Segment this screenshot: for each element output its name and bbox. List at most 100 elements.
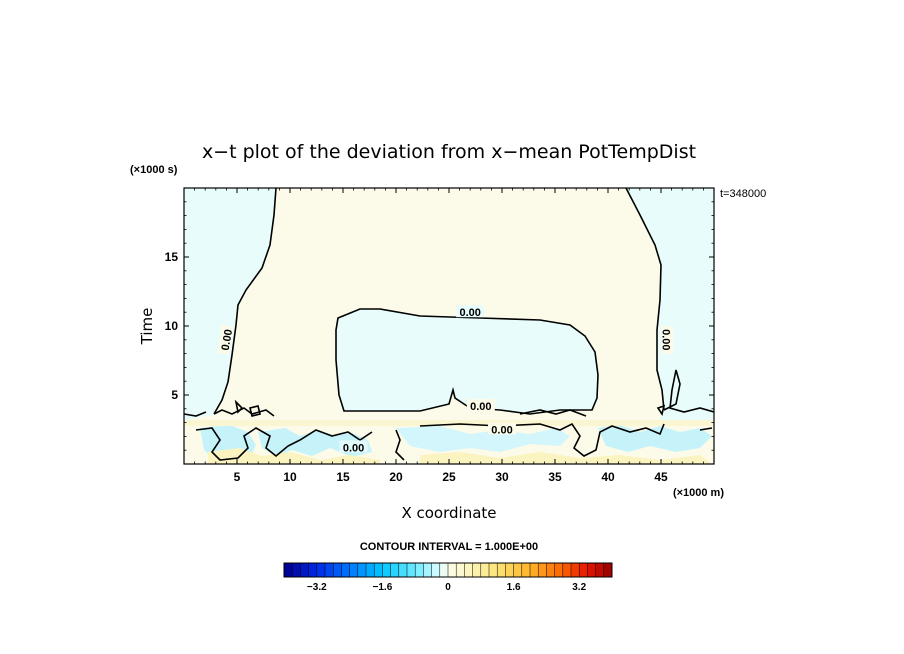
contour-band-6 (663, 369, 714, 413)
contour-label-bg (456, 305, 485, 318)
colorbar-cell (448, 563, 457, 577)
contour-label: 0.00 (339, 440, 368, 454)
contour-label-bg (488, 422, 516, 435)
region-band-yellow-2 (420, 452, 712, 464)
colorbar-cell (595, 563, 605, 577)
contour-band-8 (699, 427, 713, 431)
colorbar-cell (423, 563, 432, 577)
contour-small-3 (656, 404, 666, 416)
colorbar-cell (562, 563, 572, 577)
colorbar-cell (530, 563, 539, 577)
region-band-strip (184, 420, 714, 426)
contour-band-5 (519, 409, 587, 417)
colorbar-cell (357, 563, 367, 577)
y-tick-label: 15 (165, 250, 179, 264)
colorbar-cell (316, 563, 326, 577)
colorbar-tick-label: 0 (445, 582, 451, 593)
contour-labels: 0.000.000.000.000.00 0.00 (217, 305, 674, 454)
colorbar-cell (554, 563, 564, 577)
x-axis-label: X coordinate (401, 504, 496, 522)
contour-label-text: 0.00 (459, 307, 480, 319)
contour-band-2 (395, 429, 405, 461)
colorbar-cell (579, 563, 588, 577)
colorbar-cell (366, 563, 375, 577)
colorbar-cell (513, 563, 523, 577)
colorbar-cell (374, 563, 383, 577)
x-ticks: 5 10 15 20 25 30 35 40 45 (194, 188, 704, 484)
colorbar-cell (439, 563, 449, 577)
colorbar-cell (489, 563, 498, 577)
colorbar-cell (521, 563, 531, 577)
colorbar-tick-label: −1.6 (373, 582, 393, 593)
region-central-cell (336, 309, 598, 414)
colorbar-cell (497, 563, 506, 577)
contour-left (213, 188, 277, 415)
y-unit-label: (×1000 s) (130, 164, 178, 176)
contour-label: 0.00 (488, 422, 516, 437)
contour-label-text: 0.00 (659, 329, 671, 350)
time-stamp: t=348000 (720, 188, 766, 200)
contour-label-bg (339, 440, 368, 453)
contour-label: 0.00 (466, 399, 495, 413)
x-tick-label: 40 (601, 470, 615, 484)
region-band-cyan-4 (598, 425, 712, 452)
colorbar-tick-label: −3.2 (307, 582, 327, 593)
colorbar-frame (283, 562, 613, 578)
colorbar-cell (300, 563, 309, 577)
y-axis-label: Time (138, 308, 156, 346)
colorbar-cell (284, 563, 293, 577)
contour-label-bg (466, 399, 495, 412)
contour-label-text: 0.00 (343, 442, 364, 454)
contour-label: 0.00 (659, 325, 674, 354)
y-tick-label: 10 (165, 319, 179, 333)
contour-interval-label: CONTOUR INTERVAL = 1.000E+00 (360, 541, 538, 553)
colorbar-cell (603, 563, 613, 577)
colorbar-cell (341, 563, 350, 577)
x-tick-label: 20 (389, 470, 403, 484)
y-ticks: 5 10 15 (165, 201, 714, 451)
x-tick-label: 5 (234, 470, 241, 484)
colorbar-cell (456, 563, 465, 577)
colorbar (283, 562, 613, 578)
colorbar-cell (464, 563, 473, 577)
contour-band-3 (419, 422, 665, 457)
contour-label-bg (661, 325, 674, 354)
contour-small-1 (234, 399, 244, 414)
colorbar-cell (398, 563, 408, 577)
colorbar-cell (546, 563, 555, 577)
chart-title: x−t plot of the deviation from x−mean Po… (202, 141, 696, 163)
colorbar-cell (480, 563, 490, 577)
colorbar-cell (431, 563, 441, 577)
colorbar-cell (333, 563, 342, 577)
colorbar-cell (325, 563, 334, 577)
colorbar-cell (349, 563, 359, 577)
region-band-yellow-1 (208, 448, 380, 464)
contour-label: 0.00 (217, 324, 235, 355)
plot-area: 0.000.000.000.000.00 0.00 (184, 188, 714, 464)
colorbar-cell (472, 563, 482, 577)
contour-label-bg (217, 324, 234, 355)
colorbar-tick-label: 3.2 (572, 582, 586, 593)
x-tick-label: 15 (336, 470, 350, 484)
x-unit-label: (×1000 m) (673, 487, 724, 499)
region-band-cyan-3 (396, 426, 570, 452)
colorbar-ticks: −3.2 −1.6 0 1.6 3.2 (307, 582, 587, 593)
colorbar-cell (505, 563, 514, 577)
x-tick-label: 35 (548, 470, 562, 484)
contour-label: 0.00 (456, 305, 485, 319)
colorbar-cell (587, 563, 596, 577)
contour-band-7 (184, 411, 207, 417)
x-tick-label: 30 (495, 470, 509, 484)
colorbar-cell (407, 563, 416, 577)
colorbar-cell (390, 563, 400, 577)
contour-right (625, 188, 665, 411)
colorbar-cell (538, 563, 547, 577)
y-tick-label: 5 (171, 388, 178, 402)
colorbar-cell (382, 563, 391, 577)
contour-band-4 (213, 407, 275, 417)
contour-label-text: 0.00 (491, 425, 512, 437)
zero-contours (184, 188, 714, 461)
contour-label-text: 0.00 (470, 401, 491, 413)
contour-small-2 (249, 405, 261, 417)
